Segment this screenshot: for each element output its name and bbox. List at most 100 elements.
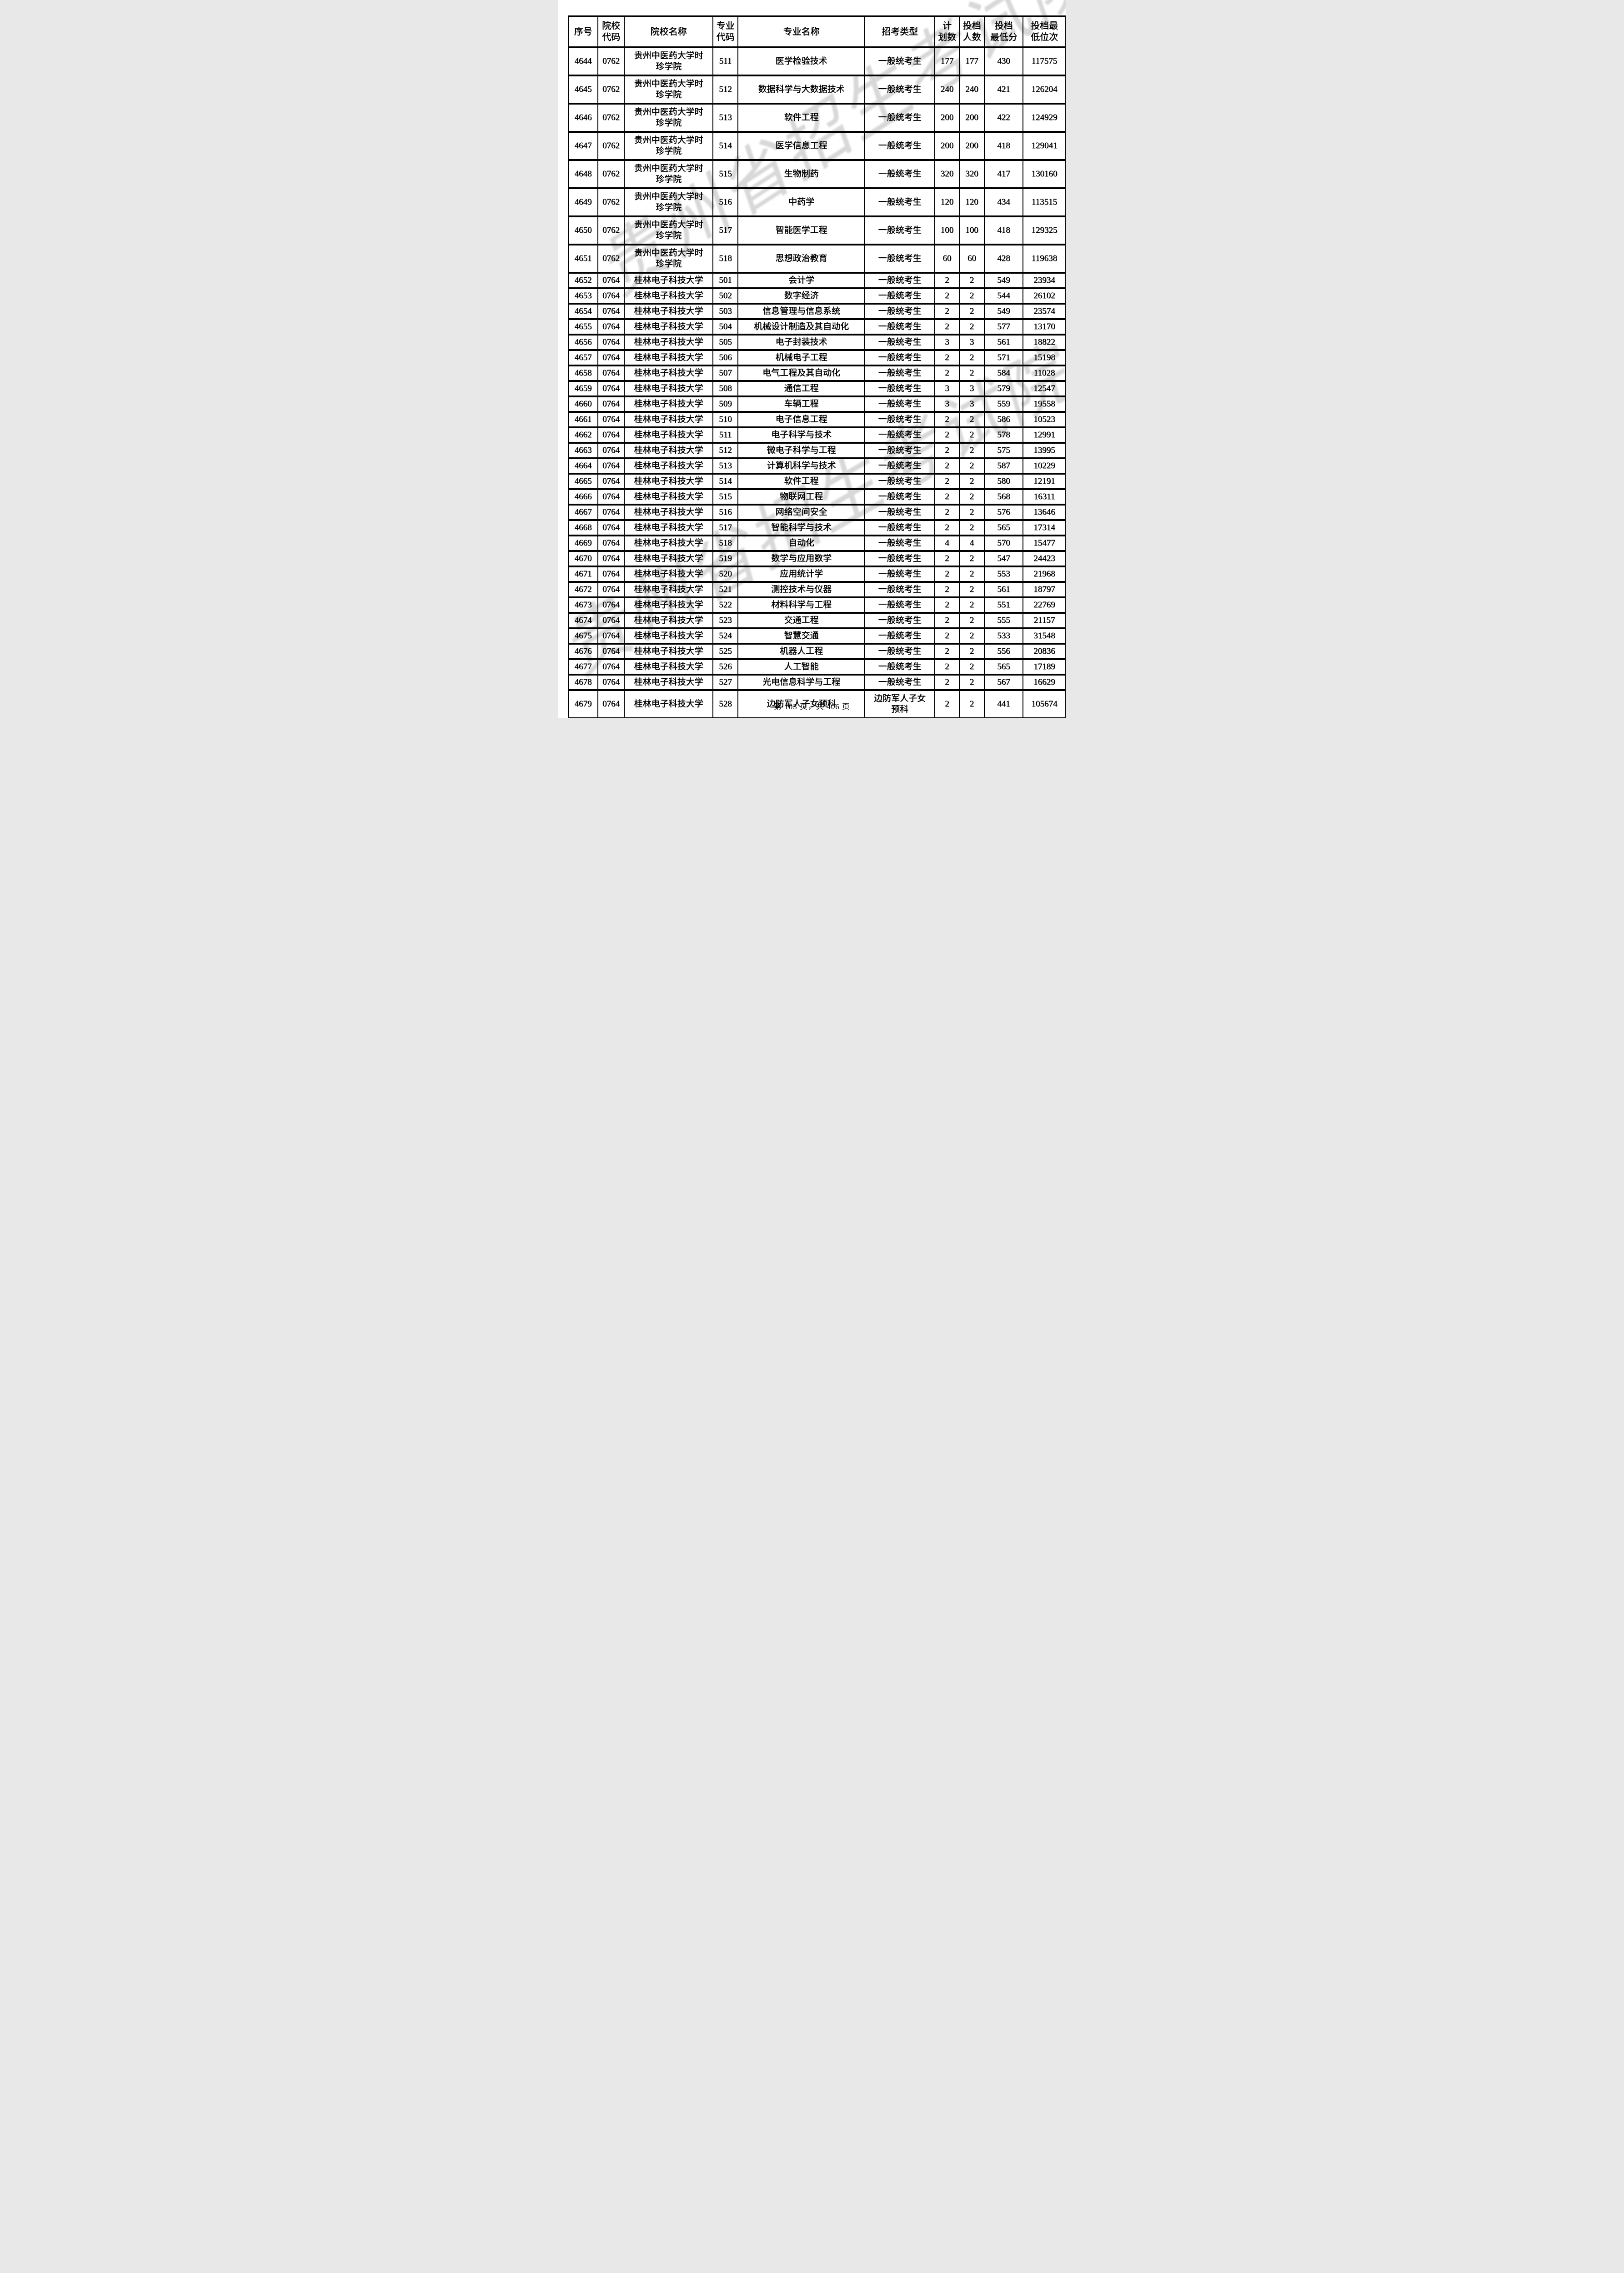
cell-min-rank: 11028 <box>1023 365 1066 382</box>
cell-admission-type: 一般统考生 <box>864 658 935 676</box>
cell-college-name: 桂林电子科技大学 <box>624 411 713 428</box>
cell-college-code: 0764 <box>597 643 625 660</box>
cell-seq: 4664 <box>568 457 598 475</box>
cell-min-score: 559 <box>984 396 1023 413</box>
cell-min-score: 547 <box>984 550 1023 567</box>
cell-plan-count: 3 <box>934 396 960 413</box>
cell-admission-type: 一般统考生 <box>864 334 935 351</box>
cell-major-code: 520 <box>712 566 738 583</box>
admission-scores-table: 序号 院校 代码 院校名称 专业 代码 专业名称 招考类型计 划数 投档 人数 投档 最低分投… <box>568 15 1066 718</box>
cell-college-code: 0764 <box>597 396 625 413</box>
cell-cast-count: 2 <box>959 442 985 459</box>
cell-college-code: 0762 <box>597 103 625 133</box>
cell-admission-type: 一般统考生 <box>864 131 935 161</box>
cell-plan-count: 60 <box>934 244 960 274</box>
column-header-major-code: 专业 代码 <box>712 15 738 48</box>
cell-major-name: 软件工程 <box>737 103 865 133</box>
cell-major-code: 527 <box>712 674 738 691</box>
cell-seq: 4644 <box>568 46 598 76</box>
cell-college-code: 0764 <box>597 411 625 428</box>
cell-plan-count: 2 <box>934 612 960 629</box>
cell-major-name: 车辆工程 <box>737 396 865 413</box>
cell-major-name: 思想政治教育 <box>737 244 865 274</box>
cell-min-score: 565 <box>984 658 1023 676</box>
cell-min-rank: 13170 <box>1023 318 1066 335</box>
cell-min-rank: 23574 <box>1023 303 1066 320</box>
cell-min-rank: 126204 <box>1023 75 1066 105</box>
cell-plan-count: 2 <box>934 426 960 444</box>
table-row: 4676 0764 桂林电子科技大学 525 机器人工程 一般统考生 2 2 556 20836 <box>568 643 1066 660</box>
cell-min-score: 430 <box>984 46 1023 76</box>
cell-admission-type: 一般统考生 <box>864 535 935 552</box>
page-footer: 第 103 页，共 406 页 <box>774 702 850 711</box>
cell-plan-count: 2 <box>934 318 960 335</box>
cell-plan-count: 2 <box>934 365 960 382</box>
cell-major-code: 525 <box>712 643 738 660</box>
cell-min-rank: 119638 <box>1023 244 1066 274</box>
cell-min-score: 533 <box>984 627 1023 645</box>
cell-seq: 4661 <box>568 411 598 428</box>
cell-college-code: 0764 <box>597 488 625 506</box>
cell-plan-count: 120 <box>934 187 960 217</box>
cell-min-rank: 129041 <box>1023 131 1066 161</box>
cell-plan-count: 2 <box>934 643 960 660</box>
cell-plan-count: 2 <box>934 566 960 583</box>
column-header-min-rank: 投档最 低位次 <box>1023 15 1066 48</box>
cell-min-rank: 16629 <box>1023 674 1066 691</box>
cell-college-name: 桂林电子科技大学 <box>624 488 713 506</box>
cell-admission-type: 一般统考生 <box>864 488 935 506</box>
cell-college-name: 贵州中医药大学时珍学院 <box>624 215 713 245</box>
cell-seq: 4666 <box>568 488 598 506</box>
cell-min-score: 418 <box>984 131 1023 161</box>
cell-min-score: 421 <box>984 75 1023 105</box>
cell-college-name: 桂林电子科技大学 <box>624 504 713 521</box>
cell-cast-count: 120 <box>959 187 985 217</box>
cell-admission-type: 一般统考生 <box>864 159 935 189</box>
cell-cast-count: 2 <box>959 303 985 320</box>
cell-seq: 4663 <box>568 442 598 459</box>
cell-major-code: 512 <box>712 75 738 105</box>
cell-seq: 4660 <box>568 396 598 413</box>
cell-major-code: 510 <box>712 411 738 428</box>
cell-major-name: 材料科学与工程 <box>737 596 865 614</box>
cell-college-name: 贵州中医药大学时珍学院 <box>624 159 713 189</box>
cell-major-code: 505 <box>712 334 738 351</box>
cell-seq: 4646 <box>568 103 598 133</box>
cell-admission-type: 边防军人子女预科 <box>864 689 935 718</box>
cell-plan-count: 200 <box>934 103 960 133</box>
column-header-cast-count: 投档 人数 <box>959 15 985 48</box>
cell-min-rank: 21968 <box>1023 566 1066 583</box>
cell-college-name: 桂林电子科技大学 <box>624 612 713 629</box>
cell-plan-count: 2 <box>934 519 960 536</box>
cell-college-code: 0762 <box>597 46 625 76</box>
table-row: 4645 0762 贵州中医药大学时珍学院 512 数据科学与大数据技术 一般统考生 240… <box>568 75 1066 105</box>
cell-cast-count: 320 <box>959 159 985 189</box>
cell-college-code: 0764 <box>597 365 625 382</box>
cell-min-score: 568 <box>984 488 1023 506</box>
cell-major-code: 515 <box>712 159 738 189</box>
cell-major-name: 应用统计学 <box>737 566 865 583</box>
column-header-admission-type: 招考类型 <box>864 15 935 48</box>
cell-plan-count: 200 <box>934 131 960 161</box>
cell-min-score: 428 <box>984 244 1023 274</box>
cell-seq: 4667 <box>568 504 598 521</box>
cell-college-code: 0762 <box>597 159 625 189</box>
cell-major-name: 机械设计制造及其自动化 <box>737 318 865 335</box>
column-header-min-score: 投档 最低分 <box>984 15 1023 48</box>
cell-min-score: 553 <box>984 566 1023 583</box>
cell-min-score: 434 <box>984 187 1023 217</box>
cell-plan-count: 2 <box>934 488 960 506</box>
cell-college-name: 桂林电子科技大学 <box>624 689 713 718</box>
cell-plan-count: 2 <box>934 674 960 691</box>
table-row: 4660 0764 桂林电子科技大学 509 车辆工程 一般统考生 3 3 559 19558 <box>568 396 1066 413</box>
cell-college-code: 0764 <box>597 272 625 289</box>
cell-major-name: 计算机科学与技术 <box>737 457 865 475</box>
cell-min-score: 584 <box>984 365 1023 382</box>
cell-major-name: 电子信息工程 <box>737 411 865 428</box>
cell-cast-count: 240 <box>959 75 985 105</box>
cell-cast-count: 2 <box>959 643 985 660</box>
cell-cast-count: 200 <box>959 131 985 161</box>
cell-college-code: 0764 <box>597 658 625 676</box>
table-row: 4672 0764 桂林电子科技大学 521 测控技术与仪器 一般统考生 2 2 561 1879… <box>568 581 1066 598</box>
cell-college-code: 0764 <box>597 581 625 598</box>
